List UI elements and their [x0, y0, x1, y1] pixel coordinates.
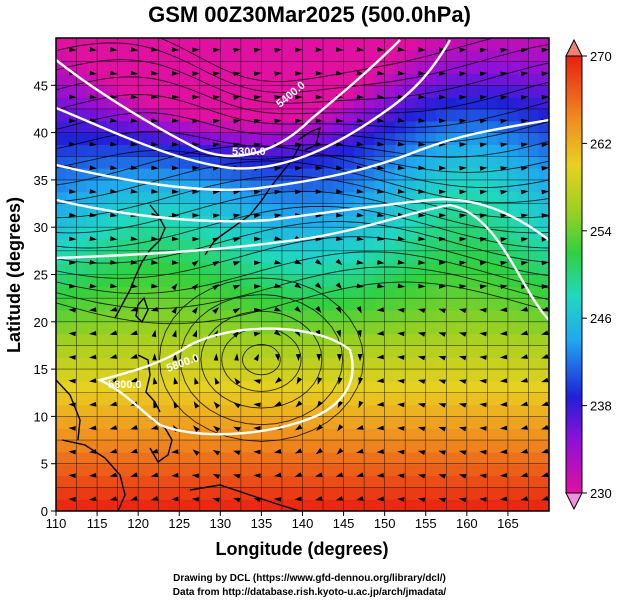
coast-luzon [137, 354, 161, 413]
y-tick-label: 10 [34, 409, 48, 424]
contour-5600 [56, 198, 549, 241]
colorbar-tick-label: 246 [590, 311, 612, 326]
y-tick-label: 45 [34, 78, 48, 93]
y-axis: 0 5 10 15 20 25 30 35 40 45 [34, 78, 56, 519]
y-tick-label: 40 [34, 126, 48, 141]
wind-streamlines [56, 38, 549, 442]
x-tick-label: 110 [46, 516, 67, 531]
height-contours [56, 39, 549, 436]
credit-drawing: Drawing by DCL (https://www.gfd-dennou.o… [173, 573, 446, 584]
x-tick-label: 155 [415, 516, 437, 531]
credit-data: Data from http://database.rish.kyoto-u.a… [172, 587, 447, 598]
colorbar-tick-label: 262 [590, 136, 612, 151]
y-tick-label: 25 [34, 268, 48, 283]
coast-korea-china [114, 204, 166, 319]
lat-lon-grid [56, 38, 549, 511]
coast-newguinea [189, 484, 301, 511]
x-tick-label: 115 [87, 516, 108, 531]
colorbar-tick-label: 254 [590, 224, 612, 239]
x-tick-label: 125 [168, 516, 190, 531]
contour-5800 [96, 327, 354, 436]
y-tick-label: 0 [41, 504, 48, 519]
x-tick-label: 120 [127, 516, 149, 531]
x-tick-label: 135 [251, 516, 273, 531]
colorbar-tick-label: 238 [590, 399, 612, 414]
coast-vietnam [56, 379, 81, 441]
x-tick-label: 145 [333, 516, 355, 531]
contour-5300 [56, 39, 401, 158]
coast-japan [204, 144, 301, 256]
wind-arrows [68, 46, 549, 503]
colorbar-tick-label: 230 [590, 486, 612, 501]
colorbar-max-arrow [565, 38, 583, 57]
y-tick-label: 5 [41, 457, 48, 472]
coast-taiwan [135, 296, 149, 324]
contour-5400 [56, 39, 452, 170]
contour-label: 5300.0 [232, 146, 266, 158]
x-axis-label: Longitude (degrees) [215, 539, 388, 559]
colorbar-tick-label: 270 [590, 49, 612, 64]
colorbar-min-arrow [565, 492, 583, 511]
x-tick-label: 150 [374, 516, 396, 531]
x-tick-label: 140 [292, 516, 314, 531]
y-tick-label: 30 [34, 220, 48, 235]
chart-title: GSM 00Z30Mar2025 (500.0hPa) [148, 2, 471, 27]
x-tick-label: 165 [497, 516, 519, 531]
x-axis: 110 115 120 125 130 135 140 145 150 155 160 165 [46, 511, 519, 531]
contour-label: 5800.0 [108, 379, 142, 391]
y-tick-label: 15 [34, 362, 48, 377]
contour-5700 [56, 203, 549, 321]
x-tick-label: 160 [456, 516, 478, 531]
temperature-field: 5300.0 5400.0 5800.0 5800.0 [56, 38, 549, 511]
coast-borneo [61, 439, 126, 511]
y-tick-label: 35 [34, 173, 48, 188]
colorbar: 270 262 254 246 238 230 [565, 38, 612, 511]
y-tick-label: 20 [34, 315, 48, 330]
x-tick-label: 130 [209, 516, 231, 531]
contour-5500 [56, 118, 549, 191]
y-axis-label: Latitude (degrees) [4, 197, 24, 353]
coastline [56, 126, 321, 511]
